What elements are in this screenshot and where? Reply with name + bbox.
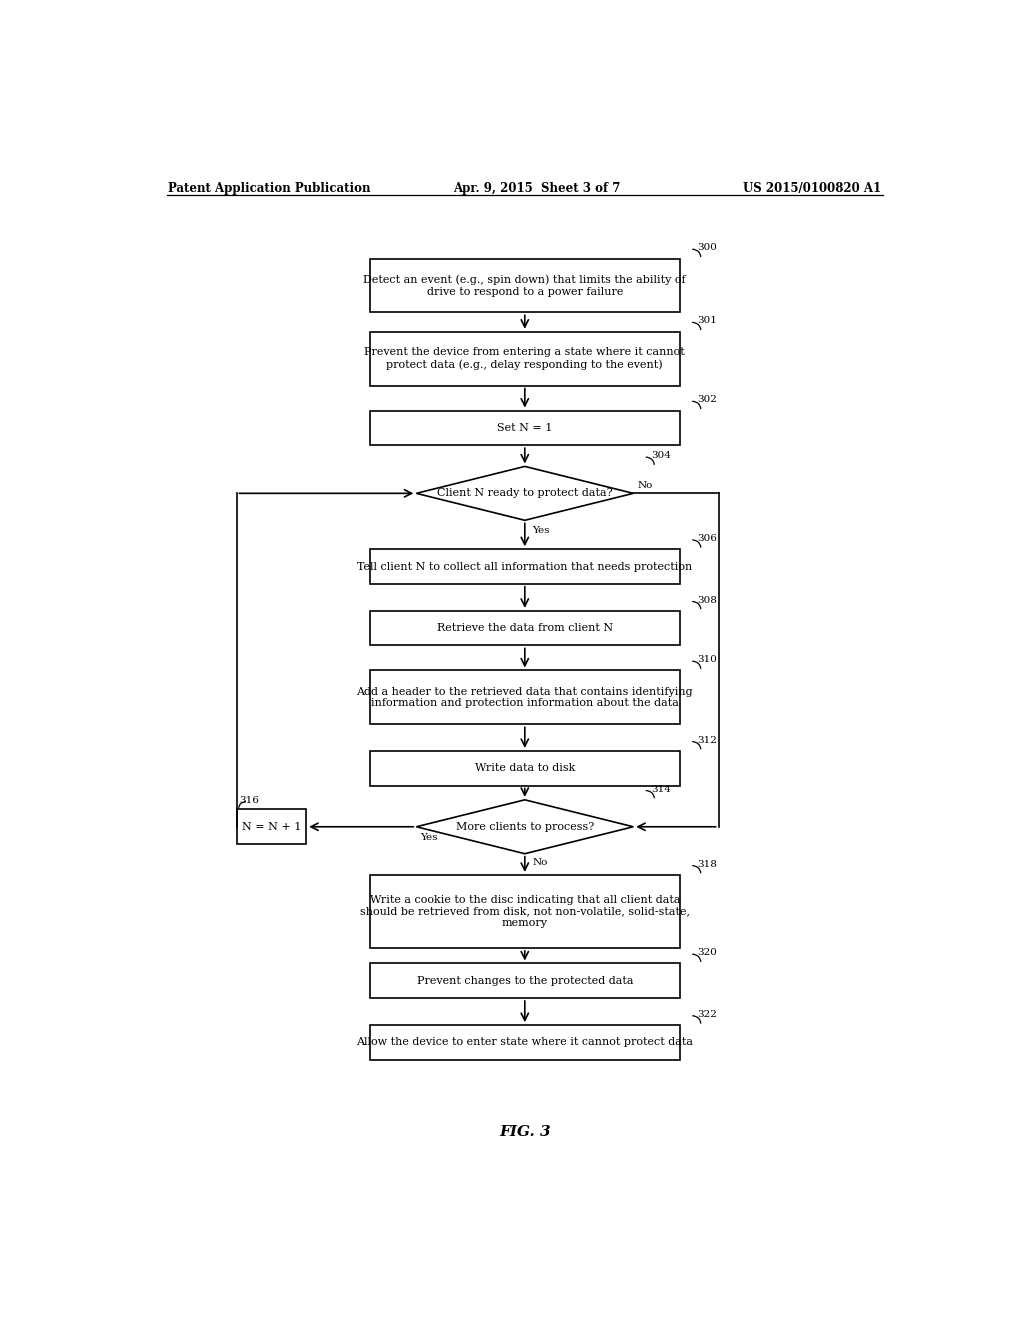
Text: 304: 304 <box>651 451 671 461</box>
Text: Write data to disk: Write data to disk <box>474 763 575 774</box>
Text: Yes: Yes <box>420 833 437 842</box>
Text: 318: 318 <box>697 859 718 869</box>
Text: N = N + 1: N = N + 1 <box>242 822 301 832</box>
FancyBboxPatch shape <box>370 1026 680 1060</box>
FancyBboxPatch shape <box>370 875 680 948</box>
Text: Prevent changes to the protected data: Prevent changes to the protected data <box>417 975 633 986</box>
FancyBboxPatch shape <box>370 411 680 445</box>
FancyBboxPatch shape <box>370 671 680 725</box>
Text: Prevent the device from entering a state where it cannot
protect data (e.g., del: Prevent the device from entering a state… <box>365 347 685 370</box>
Text: Add a header to the retrieved data that contains identifying
information and pro: Add a header to the retrieved data that … <box>356 686 693 709</box>
Text: US 2015/0100820 A1: US 2015/0100820 A1 <box>743 182 882 194</box>
Text: Tell client N to collect all information that needs protection: Tell client N to collect all information… <box>357 561 692 572</box>
FancyBboxPatch shape <box>370 259 680 313</box>
Text: 320: 320 <box>697 948 718 957</box>
FancyBboxPatch shape <box>370 964 680 998</box>
Text: FIG. 3: FIG. 3 <box>499 1126 551 1139</box>
FancyBboxPatch shape <box>370 751 680 785</box>
Text: 308: 308 <box>697 595 718 605</box>
Text: Write a cookie to the disc indicating that all client data
should be retrieved f: Write a cookie to the disc indicating th… <box>359 895 690 928</box>
Text: 312: 312 <box>697 735 718 744</box>
FancyBboxPatch shape <box>370 611 680 645</box>
Text: Patent Application Publication: Patent Application Publication <box>168 182 371 194</box>
Text: 316: 316 <box>240 796 259 805</box>
Text: Retrieve the data from client N: Retrieve the data from client N <box>437 623 612 634</box>
Text: Set N = 1: Set N = 1 <box>497 422 553 433</box>
Text: 322: 322 <box>697 1010 718 1019</box>
Text: 314: 314 <box>651 784 671 793</box>
Text: No: No <box>532 858 548 866</box>
Text: More clients to process?: More clients to process? <box>456 822 594 832</box>
Text: Apr. 9, 2015  Sheet 3 of 7: Apr. 9, 2015 Sheet 3 of 7 <box>454 182 621 194</box>
FancyBboxPatch shape <box>370 331 680 385</box>
Text: 306: 306 <box>697 535 718 543</box>
Text: Client N ready to protect data?: Client N ready to protect data? <box>437 488 612 499</box>
Text: 301: 301 <box>697 317 718 326</box>
Text: Allow the device to enter state where it cannot protect data: Allow the device to enter state where it… <box>356 1038 693 1047</box>
FancyBboxPatch shape <box>370 549 680 583</box>
Polygon shape <box>417 800 633 854</box>
Polygon shape <box>417 466 633 520</box>
Text: 300: 300 <box>697 243 718 252</box>
Text: Yes: Yes <box>532 527 550 536</box>
Text: 310: 310 <box>697 655 718 664</box>
FancyBboxPatch shape <box>237 809 306 843</box>
Text: Detect an event (e.g., spin down) that limits the ability of
drive to respond to: Detect an event (e.g., spin down) that l… <box>364 275 686 297</box>
Text: 302: 302 <box>697 396 718 404</box>
Text: No: No <box>637 482 652 490</box>
